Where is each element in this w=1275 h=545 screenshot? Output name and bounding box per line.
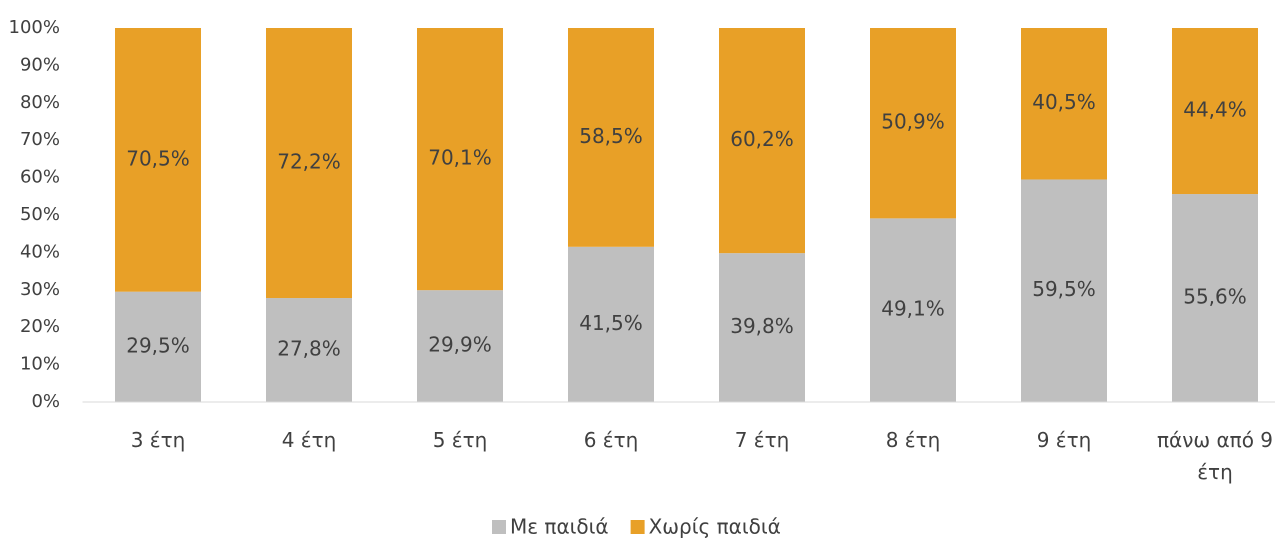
y-tick-label: 20% bbox=[20, 316, 60, 337]
bar-segment bbox=[1172, 28, 1258, 195]
y-tick-label: 90% bbox=[20, 54, 60, 75]
data-label: 29,5% bbox=[126, 333, 190, 357]
y-tick-label: 0% bbox=[31, 391, 60, 412]
bar-segment bbox=[719, 28, 805, 254]
x-tick-label: 4 έτη bbox=[281, 428, 337, 452]
x-tick-label: 7 έτη bbox=[734, 428, 790, 452]
bar-segment bbox=[1021, 179, 1107, 402]
x-tick-label: 3 έτη bbox=[130, 428, 186, 452]
bar-segment bbox=[719, 253, 805, 402]
x-tick-label: 9 έτη bbox=[1036, 428, 1092, 452]
bar-segment bbox=[1172, 194, 1258, 402]
data-label: 50,9% bbox=[881, 110, 945, 134]
data-label: 49,1% bbox=[881, 297, 945, 321]
bar-segment bbox=[266, 298, 352, 402]
data-label: 41,5% bbox=[579, 311, 643, 335]
data-label: 59,5% bbox=[1032, 277, 1096, 301]
y-tick-label: 80% bbox=[20, 92, 60, 113]
data-label: 70,5% bbox=[126, 146, 190, 170]
data-label: 70,1% bbox=[428, 146, 492, 170]
data-label: 58,5% bbox=[579, 124, 643, 148]
data-label: 40,5% bbox=[1032, 90, 1096, 114]
x-tick-label: 5 έτη bbox=[432, 428, 488, 452]
y-tick-label: 60% bbox=[20, 167, 60, 188]
legend-swatch bbox=[630, 520, 645, 534]
bar-segment bbox=[417, 28, 503, 291]
legend-label: Με παιδιά bbox=[510, 515, 609, 539]
data-label: 39,8% bbox=[730, 314, 794, 338]
y-tick-label: 10% bbox=[20, 354, 60, 375]
bar-segment bbox=[568, 246, 654, 402]
y-tick-label: 50% bbox=[20, 204, 60, 225]
legend-label: Χωρίς παιδιά bbox=[649, 515, 781, 539]
bar-segment bbox=[1021, 28, 1107, 180]
bar-segment bbox=[417, 290, 503, 402]
y-tick-label: 100% bbox=[9, 17, 60, 38]
data-label: 29,9% bbox=[428, 333, 492, 357]
bar-segment bbox=[568, 28, 654, 247]
x-tick-label: 8 έτη bbox=[885, 428, 941, 452]
data-label: 55,6% bbox=[1183, 285, 1247, 309]
bar-segment bbox=[870, 218, 956, 402]
data-label: 60,2% bbox=[730, 127, 794, 151]
data-label: 44,4% bbox=[1183, 98, 1247, 122]
data-label: 72,2% bbox=[277, 150, 341, 174]
data-label: 27,8% bbox=[277, 337, 341, 361]
y-tick-label: 70% bbox=[20, 129, 60, 150]
bar-segment bbox=[870, 28, 956, 219]
x-tick-label: πάνω από 9 έτη bbox=[1156, 428, 1274, 484]
y-tick-label: 30% bbox=[20, 279, 60, 300]
legend-swatch bbox=[492, 520, 506, 534]
x-tick-label: 6 έτη bbox=[583, 428, 639, 452]
bar-segment bbox=[266, 28, 352, 299]
y-tick-label: 40% bbox=[20, 241, 60, 262]
bar-segment bbox=[115, 28, 201, 292]
bar-segment bbox=[115, 291, 201, 402]
